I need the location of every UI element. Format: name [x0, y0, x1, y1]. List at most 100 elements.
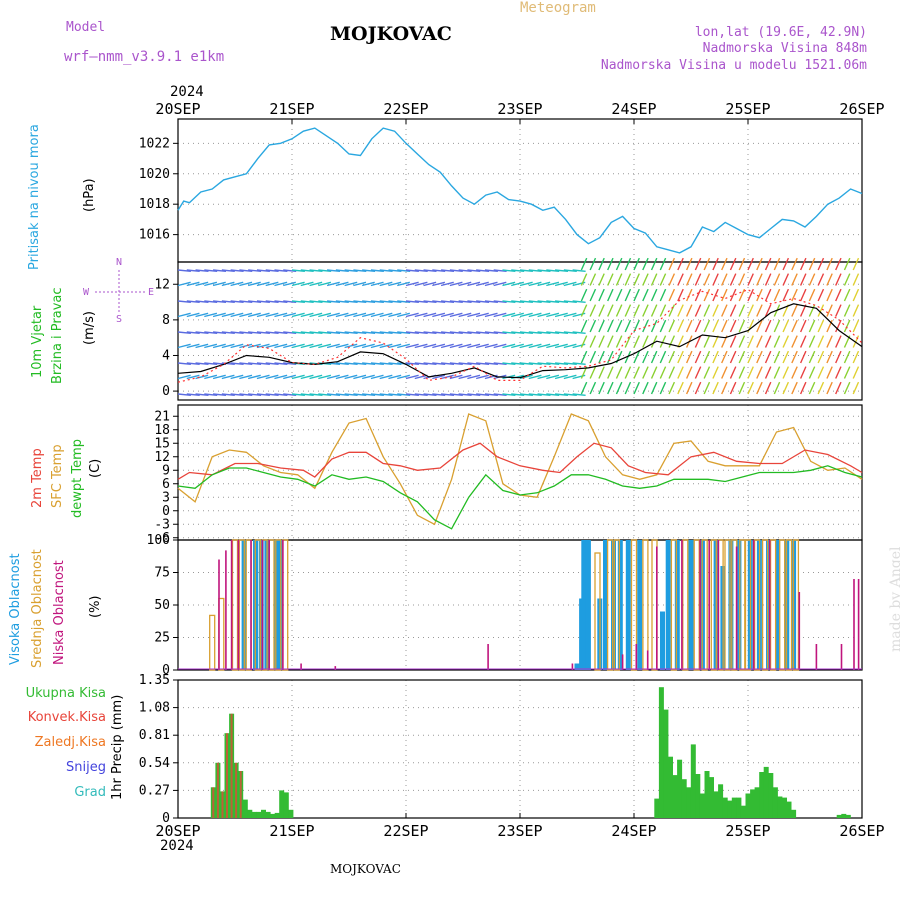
wind-barb [852, 273, 860, 286]
cloud-bar-high [736, 540, 742, 670]
precip-bar-total [677, 759, 683, 818]
cloud-bar-mid [693, 539, 700, 671]
cloud-bar-low [621, 654, 624, 670]
pressure-label: Pritisak na nivou mora [27, 124, 42, 270]
wind-barb [580, 381, 588, 395]
wind-barb [283, 393, 297, 396]
wind-barb [764, 257, 772, 271]
wind-barb [467, 281, 481, 287]
wind-barb [318, 312, 332, 318]
wind-barb [388, 281, 402, 287]
wind-barb [528, 374, 542, 380]
wind-barb [659, 304, 667, 317]
precip-bar-total [740, 805, 746, 818]
wind-barb [598, 335, 605, 348]
wind-barb [239, 343, 253, 349]
wind-barb [467, 362, 481, 365]
wind-barb [677, 288, 684, 302]
y-tick-label: 75 [154, 566, 170, 581]
wind-barb [291, 393, 305, 396]
wind-barb [414, 300, 428, 303]
wind-barb [274, 343, 288, 349]
wind-barb [729, 257, 737, 271]
wind-barb [493, 281, 507, 287]
wind-barb [624, 319, 632, 333]
wind-barb [204, 300, 218, 303]
wind-barb [213, 269, 227, 272]
wind-barb [230, 312, 244, 318]
wind-barb [177, 374, 191, 380]
cloud-bar-high [611, 540, 616, 670]
wind-barb [624, 381, 632, 395]
wind-barb [738, 350, 746, 364]
wind-barb [607, 319, 614, 333]
cloud-bar-low [815, 644, 818, 670]
wind-barb [353, 312, 367, 318]
wind-barb [458, 362, 472, 365]
wind-barb [186, 374, 200, 380]
wind-barb [230, 300, 244, 303]
y-tick-label: 25 [154, 631, 170, 646]
y-tick-label: 1018 [139, 197, 170, 212]
cloud-bar-mid [613, 539, 621, 671]
wind-barb [729, 304, 737, 317]
wind-barb [519, 300, 533, 303]
wind-barb [738, 288, 746, 302]
wind-barb [712, 381, 719, 395]
credit-text: made by Angel [888, 546, 900, 653]
wind-barb [555, 331, 569, 334]
x-tick-label-bottom: 25SEP [725, 822, 770, 840]
y-tick-label: 9 [162, 463, 170, 478]
wind-barb [712, 273, 719, 286]
wind-barb [756, 257, 763, 271]
temp-2m-label: 2m Temp [30, 448, 45, 508]
temp-dew-label: dewpt Temp [70, 438, 85, 518]
wind-barb [502, 362, 516, 365]
wind-barb [607, 257, 614, 271]
wind-barb [326, 374, 340, 380]
cloud-bar-low [237, 540, 240, 670]
wind-barb [414, 331, 428, 334]
wind-barb [721, 350, 728, 364]
wind-barb [335, 312, 349, 318]
wind-barb [650, 319, 658, 333]
wind-barb [764, 319, 772, 333]
wind-unit: (m/s) [82, 311, 97, 345]
wind-barb [432, 374, 446, 380]
wind-barb [773, 288, 781, 302]
wind-barb [265, 374, 279, 380]
wind-barb [808, 350, 816, 364]
wind-barb [835, 335, 842, 348]
wind-barb [309, 374, 323, 380]
wind-barb [213, 300, 227, 303]
dew-temp-line [177, 465, 863, 530]
wind-barb [335, 343, 349, 349]
wind-barb [344, 393, 358, 396]
wind-barb [361, 312, 375, 318]
wind-barb [712, 335, 719, 348]
wind-barb [808, 304, 816, 317]
wind-barb [773, 273, 781, 286]
wind-barb [703, 381, 711, 395]
wind-barb [397, 343, 410, 349]
wind-barb [362, 393, 376, 396]
wind-barb [309, 281, 323, 287]
wind-barb [677, 319, 684, 333]
wind-barb [467, 269, 481, 272]
wind-barb [826, 273, 833, 286]
wind-barb [274, 300, 288, 303]
cloud-bar-low [708, 540, 710, 670]
wind-barb [493, 343, 507, 349]
wind-barb [835, 257, 842, 271]
x-tick-label-bottom: 24SEP [611, 822, 656, 840]
wind-barb [335, 374, 349, 380]
wind-barb [808, 288, 816, 302]
wind-barb [327, 269, 341, 272]
cloud-bar-mid [792, 539, 800, 671]
wind-barb [204, 343, 218, 349]
wind-barb [213, 393, 227, 396]
wind-barb [808, 319, 816, 333]
wind-barb [598, 288, 605, 302]
wind-barb [546, 269, 560, 272]
wind-barb [204, 331, 218, 334]
